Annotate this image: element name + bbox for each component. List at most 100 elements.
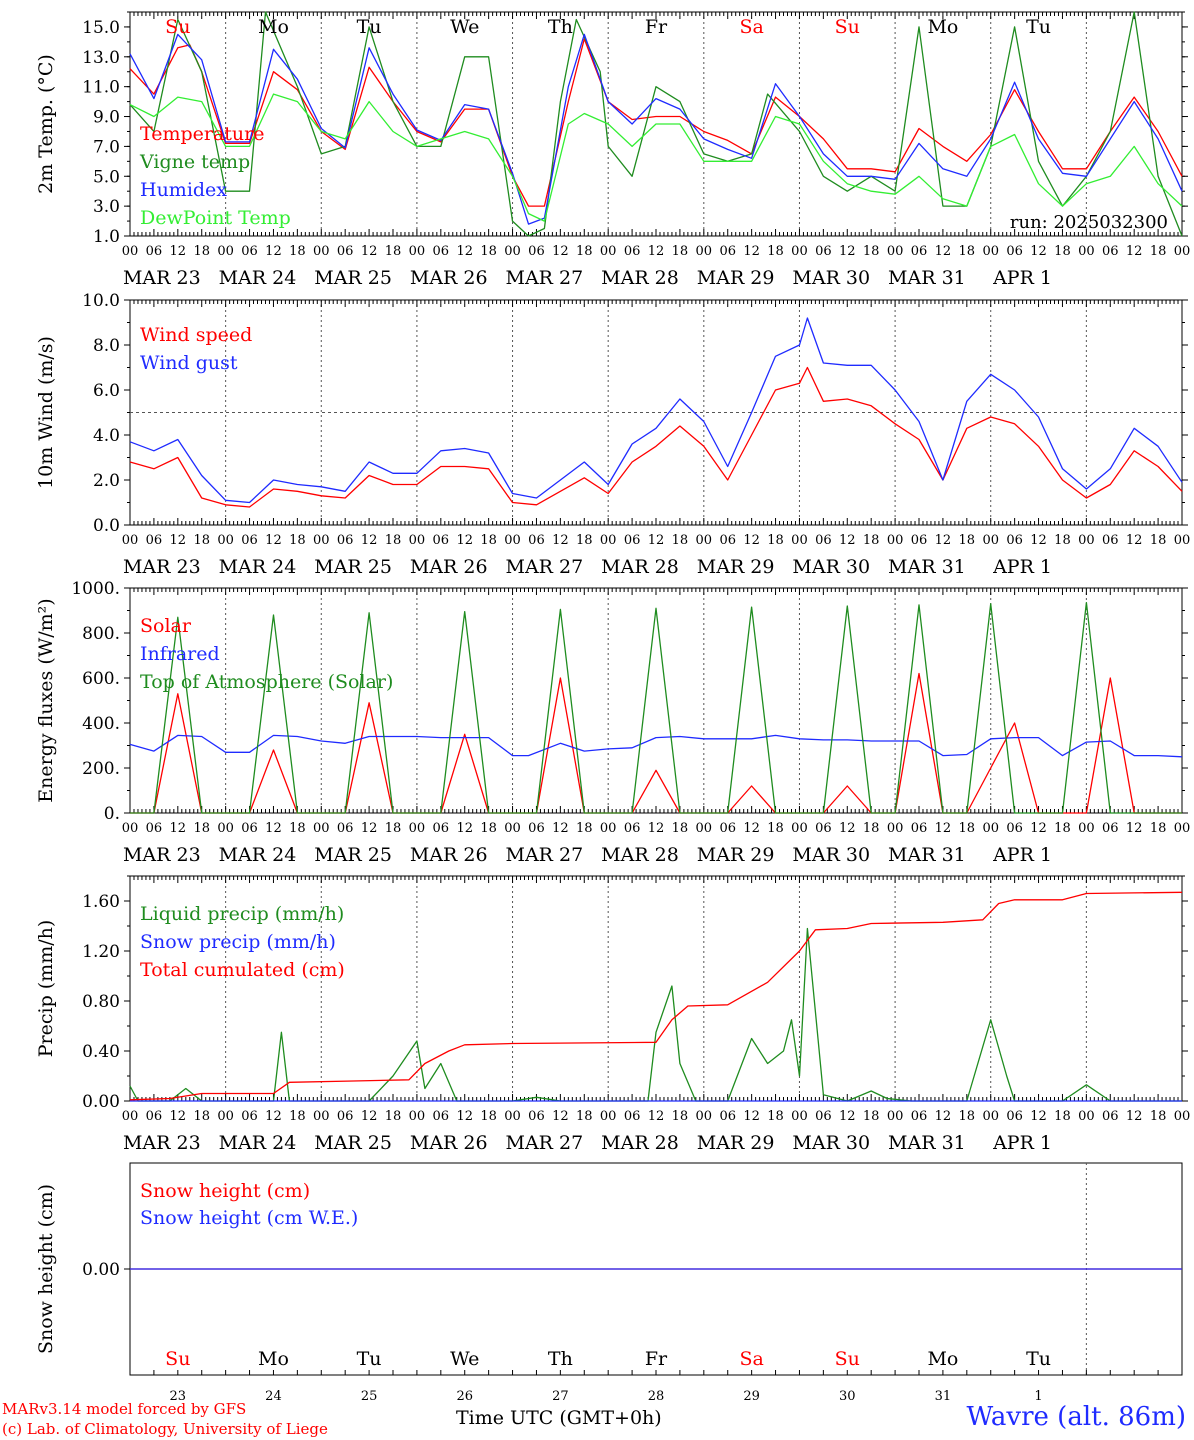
y-tick-label: 1000.: [71, 579, 120, 599]
y-tick-label: 400.: [82, 714, 120, 734]
hour-tick-label: 12: [935, 1109, 952, 1124]
hour-tick-label: 18: [480, 1109, 497, 1124]
date-label: MAR 31: [888, 556, 966, 578]
y-tick-label: 15.0: [82, 18, 120, 38]
day-name: Tu: [357, 16, 382, 38]
hour-tick-label: 12: [170, 1109, 187, 1124]
day-name-bottom: Mo: [927, 1348, 958, 1370]
hour-tick-label: 18: [193, 1109, 210, 1124]
hour-tick-label: 00: [696, 533, 713, 548]
hour-tick-label: 18: [1150, 821, 1167, 836]
hour-tick-label: 00: [1078, 1109, 1095, 1124]
hour-tick-label: 00: [791, 533, 808, 548]
series-line: [130, 601, 1182, 814]
day-number: 27: [552, 1389, 569, 1404]
day-name: Th: [548, 16, 573, 38]
hour-tick-label: 00: [982, 244, 999, 259]
hour-tick-label: 06: [337, 244, 354, 259]
hour-tick-label: 00: [1174, 1109, 1191, 1124]
hour-tick-label: 00: [122, 821, 139, 836]
hour-tick-label: 06: [911, 533, 928, 548]
y-tick-label: 200.: [82, 759, 120, 779]
day-number: 30: [839, 1389, 856, 1404]
hour-tick-label: 18: [1150, 533, 1167, 548]
hour-tick-label: 18: [863, 244, 880, 259]
hour-tick-label: 06: [337, 533, 354, 548]
hour-tick-label: 06: [815, 1109, 832, 1124]
hour-tick-label: 00: [409, 244, 426, 259]
day-name: Fr: [645, 16, 668, 38]
date-label: MAR 25: [314, 844, 392, 866]
hour-tick-label: 06: [815, 821, 832, 836]
date-label: MAR 31: [888, 267, 966, 289]
date-label: MAR 30: [792, 844, 870, 866]
y-tick-label: 800.: [82, 624, 120, 644]
hour-tick-label: 12: [935, 821, 952, 836]
hour-tick-label: 06: [719, 821, 736, 836]
day-number: 26: [456, 1389, 473, 1404]
hour-tick-label: 00: [982, 1109, 999, 1124]
hour-tick-label: 06: [624, 533, 641, 548]
panel-4: [124, 875, 1188, 1102]
series-line: [129, 891, 1183, 1101]
series-line: [129, 93, 1183, 222]
legend-entry: Total cumulated (cm): [140, 959, 345, 981]
hour-tick-label: 18: [672, 1109, 689, 1124]
hour-tick-label: 12: [552, 821, 569, 836]
day-name: Sa: [739, 16, 763, 38]
hour-tick-label: 06: [624, 821, 641, 836]
hour-tick-label: 12: [265, 821, 282, 836]
credit-line-2: (c) Lab. of Climatology, University of L…: [2, 1420, 328, 1438]
hour-tick-label: 12: [839, 1109, 856, 1124]
hour-tick-label: 00: [696, 1109, 713, 1124]
hour-tick-label: 12: [1126, 821, 1143, 836]
hour-tick-label: 12: [743, 1109, 760, 1124]
day-name-bottom: Su: [165, 1348, 190, 1370]
legend-entry: Infrared: [140, 643, 220, 665]
hour-tick-label: 12: [935, 533, 952, 548]
hour-tick-label: 06: [1102, 1109, 1119, 1124]
legend-entry: Temperature: [140, 123, 264, 145]
hour-tick-label: 12: [265, 244, 282, 259]
hour-tick-label: 00: [887, 533, 904, 548]
hour-tick-label: 00: [1078, 821, 1095, 836]
hour-tick-label: 00: [1174, 533, 1191, 548]
hour-tick-label: 06: [241, 1109, 258, 1124]
time-axis-label: Time UTC (GMT+0h): [456, 1407, 662, 1429]
hour-tick-label: 06: [815, 244, 832, 259]
date-label: MAR 27: [506, 1132, 584, 1154]
hour-tick-label: 06: [1102, 533, 1119, 548]
day-name: Su: [835, 16, 860, 38]
hour-tick-label: 00: [217, 821, 234, 836]
date-label: MAR 28: [601, 267, 679, 289]
hour-tick-label: 06: [337, 1109, 354, 1124]
y-tick-label: 8.0: [93, 336, 120, 356]
y-tick-label: 13.0: [82, 48, 120, 68]
date-label: MAR 27: [506, 267, 584, 289]
panel-1: [124, 11, 1188, 237]
y-tick-label: 1.20: [82, 942, 120, 962]
hour-tick-label: 06: [1006, 821, 1023, 836]
date-label: MAR 24: [219, 267, 297, 289]
hour-tick-label: 12: [265, 1109, 282, 1124]
legend-entry: Top of Atmosphere (Solar): [140, 671, 393, 693]
hour-tick-label: 00: [1174, 821, 1191, 836]
hour-tick-label: 18: [289, 1109, 306, 1124]
hour-tick-label: 12: [361, 1109, 378, 1124]
date-label: MAR 28: [601, 556, 679, 578]
day-name-bottom: Th: [548, 1348, 573, 1370]
hour-tick-label: 18: [385, 1109, 402, 1124]
hour-tick-label: 18: [959, 1109, 976, 1124]
date-label: APR 1: [992, 1132, 1052, 1154]
hour-tick-label: 12: [456, 1109, 473, 1124]
date-label: MAR 25: [314, 1132, 392, 1154]
date-label: MAR 25: [314, 556, 392, 578]
legend-entry: Wind speed: [140, 324, 252, 346]
hour-tick-label: 12: [552, 533, 569, 548]
y-tick-label: 1.60: [82, 892, 120, 912]
hour-tick-label: 06: [719, 533, 736, 548]
y-tick-label: 0.00: [82, 1092, 120, 1112]
hour-tick-label: 18: [289, 821, 306, 836]
hour-tick-label: 06: [624, 1109, 641, 1124]
